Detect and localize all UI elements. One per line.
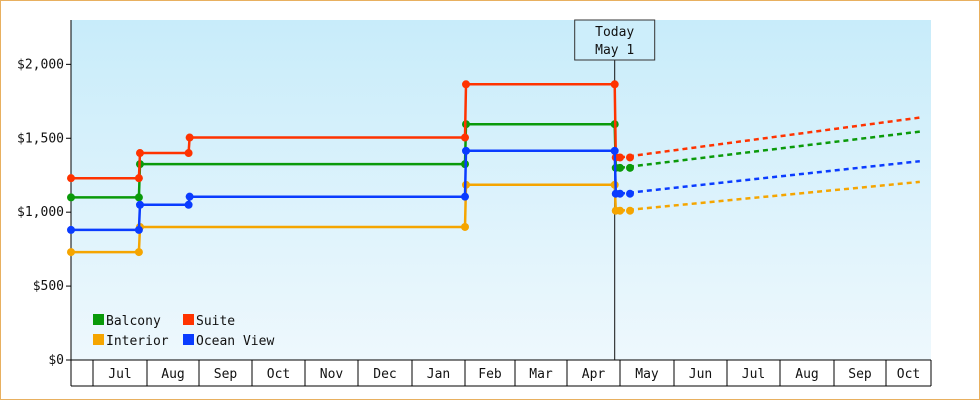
x-tick-label: Mar xyxy=(529,367,553,382)
x-tick-label: Apr xyxy=(582,367,606,382)
x-tick-label: Feb xyxy=(478,367,502,382)
plot-area xyxy=(71,20,931,360)
x-tick-label: May xyxy=(635,367,659,382)
data-point xyxy=(67,193,75,202)
series-line-interior xyxy=(68,183,620,254)
data-point xyxy=(185,192,194,201)
legend-swatch-balcony xyxy=(93,314,104,325)
series-line-suite xyxy=(68,83,620,180)
x-tick-label: Nov xyxy=(320,367,344,382)
data-point xyxy=(616,206,624,215)
today-label-box xyxy=(574,19,656,61)
data-point xyxy=(134,248,143,257)
data-point xyxy=(462,80,470,89)
legend-swatch-suite xyxy=(183,314,194,325)
y-tick-label: $2,000 xyxy=(17,57,64,72)
data-point xyxy=(626,163,634,172)
x-tick-label: Jul xyxy=(742,367,765,382)
data-point xyxy=(67,248,75,257)
legend-label-balcony: Balcony xyxy=(106,314,161,329)
data-point xyxy=(462,146,470,155)
series-ocean-view xyxy=(67,146,920,234)
y-tick-label: $1,500 xyxy=(17,131,64,146)
x-tick-label: Sep xyxy=(214,367,238,382)
legend-swatch-interior xyxy=(93,334,104,345)
series-line-ocean-view xyxy=(68,149,620,232)
data-point xyxy=(185,133,194,142)
data-point xyxy=(626,153,634,162)
x-tick-label: Aug xyxy=(795,367,818,382)
y-tick-label: $500 xyxy=(33,279,64,294)
x-tick-label: Oct xyxy=(267,367,290,382)
data-point xyxy=(626,189,634,198)
data-point xyxy=(67,174,75,183)
today-date-label: May 1 xyxy=(595,43,634,58)
data-point xyxy=(134,225,143,234)
data-point xyxy=(616,163,624,172)
data-point xyxy=(626,206,634,215)
forecast-line-suite xyxy=(619,116,920,159)
data-point xyxy=(134,174,143,183)
data-point xyxy=(461,133,469,142)
x-tick-label: Oct xyxy=(897,367,920,382)
legend-label-suite: Suite xyxy=(196,314,235,329)
x-tick-label: Jun xyxy=(689,367,712,382)
x-tick-label: Jan xyxy=(427,367,450,382)
data-point xyxy=(610,80,619,89)
data-point xyxy=(461,192,469,201)
data-point xyxy=(67,225,75,234)
data-point xyxy=(184,200,193,209)
today-label: Today xyxy=(595,25,634,40)
legend-label-ocean-view: Ocean View xyxy=(196,334,274,349)
data-point xyxy=(184,149,193,158)
x-tick-label: Dec xyxy=(373,367,396,382)
y-tick-label: $1,000 xyxy=(17,205,64,220)
data-point xyxy=(135,149,144,158)
x-tick-label: Aug xyxy=(161,367,184,382)
data-point xyxy=(135,200,144,209)
x-tick-label: Sep xyxy=(848,367,872,382)
data-point xyxy=(616,153,624,162)
data-point xyxy=(610,146,619,155)
legend-swatch-ocean-view xyxy=(183,334,194,345)
data-point xyxy=(616,189,624,198)
x-tick-label: Jul xyxy=(108,367,131,382)
series-suite xyxy=(67,80,920,183)
y-tick-label: $0 xyxy=(48,353,64,368)
data-point xyxy=(461,222,469,231)
data-point xyxy=(134,193,143,202)
legend-label-interior: Interior xyxy=(106,334,169,349)
